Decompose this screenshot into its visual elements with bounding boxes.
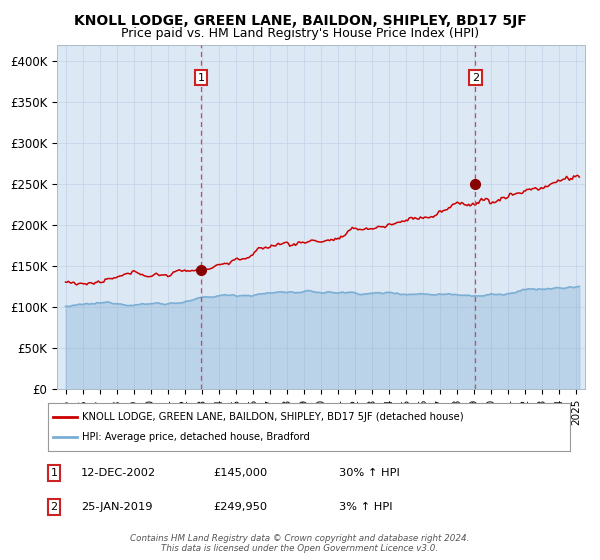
Text: KNOLL LODGE, GREEN LANE, BAILDON, SHIPLEY, BD17 5JF (detached house): KNOLL LODGE, GREEN LANE, BAILDON, SHIPLE… (82, 412, 464, 422)
Text: Contains HM Land Registry data © Crown copyright and database right 2024.
This d: Contains HM Land Registry data © Crown c… (130, 534, 470, 553)
Text: £145,000: £145,000 (213, 468, 267, 478)
Text: 12-DEC-2002: 12-DEC-2002 (81, 468, 156, 478)
Text: 3% ↑ HPI: 3% ↑ HPI (339, 502, 392, 512)
Text: 2: 2 (50, 502, 58, 512)
Text: 1: 1 (50, 468, 58, 478)
Text: 25-JAN-2019: 25-JAN-2019 (81, 502, 152, 512)
Text: 2: 2 (472, 72, 479, 82)
Text: KNOLL LODGE, GREEN LANE, BAILDON, SHIPLEY, BD17 5JF: KNOLL LODGE, GREEN LANE, BAILDON, SHIPLE… (74, 14, 526, 28)
Text: HPI: Average price, detached house, Bradford: HPI: Average price, detached house, Brad… (82, 432, 310, 442)
Text: Price paid vs. HM Land Registry's House Price Index (HPI): Price paid vs. HM Land Registry's House … (121, 27, 479, 40)
Text: 1: 1 (197, 72, 205, 82)
Text: £249,950: £249,950 (213, 502, 267, 512)
Text: 30% ↑ HPI: 30% ↑ HPI (339, 468, 400, 478)
